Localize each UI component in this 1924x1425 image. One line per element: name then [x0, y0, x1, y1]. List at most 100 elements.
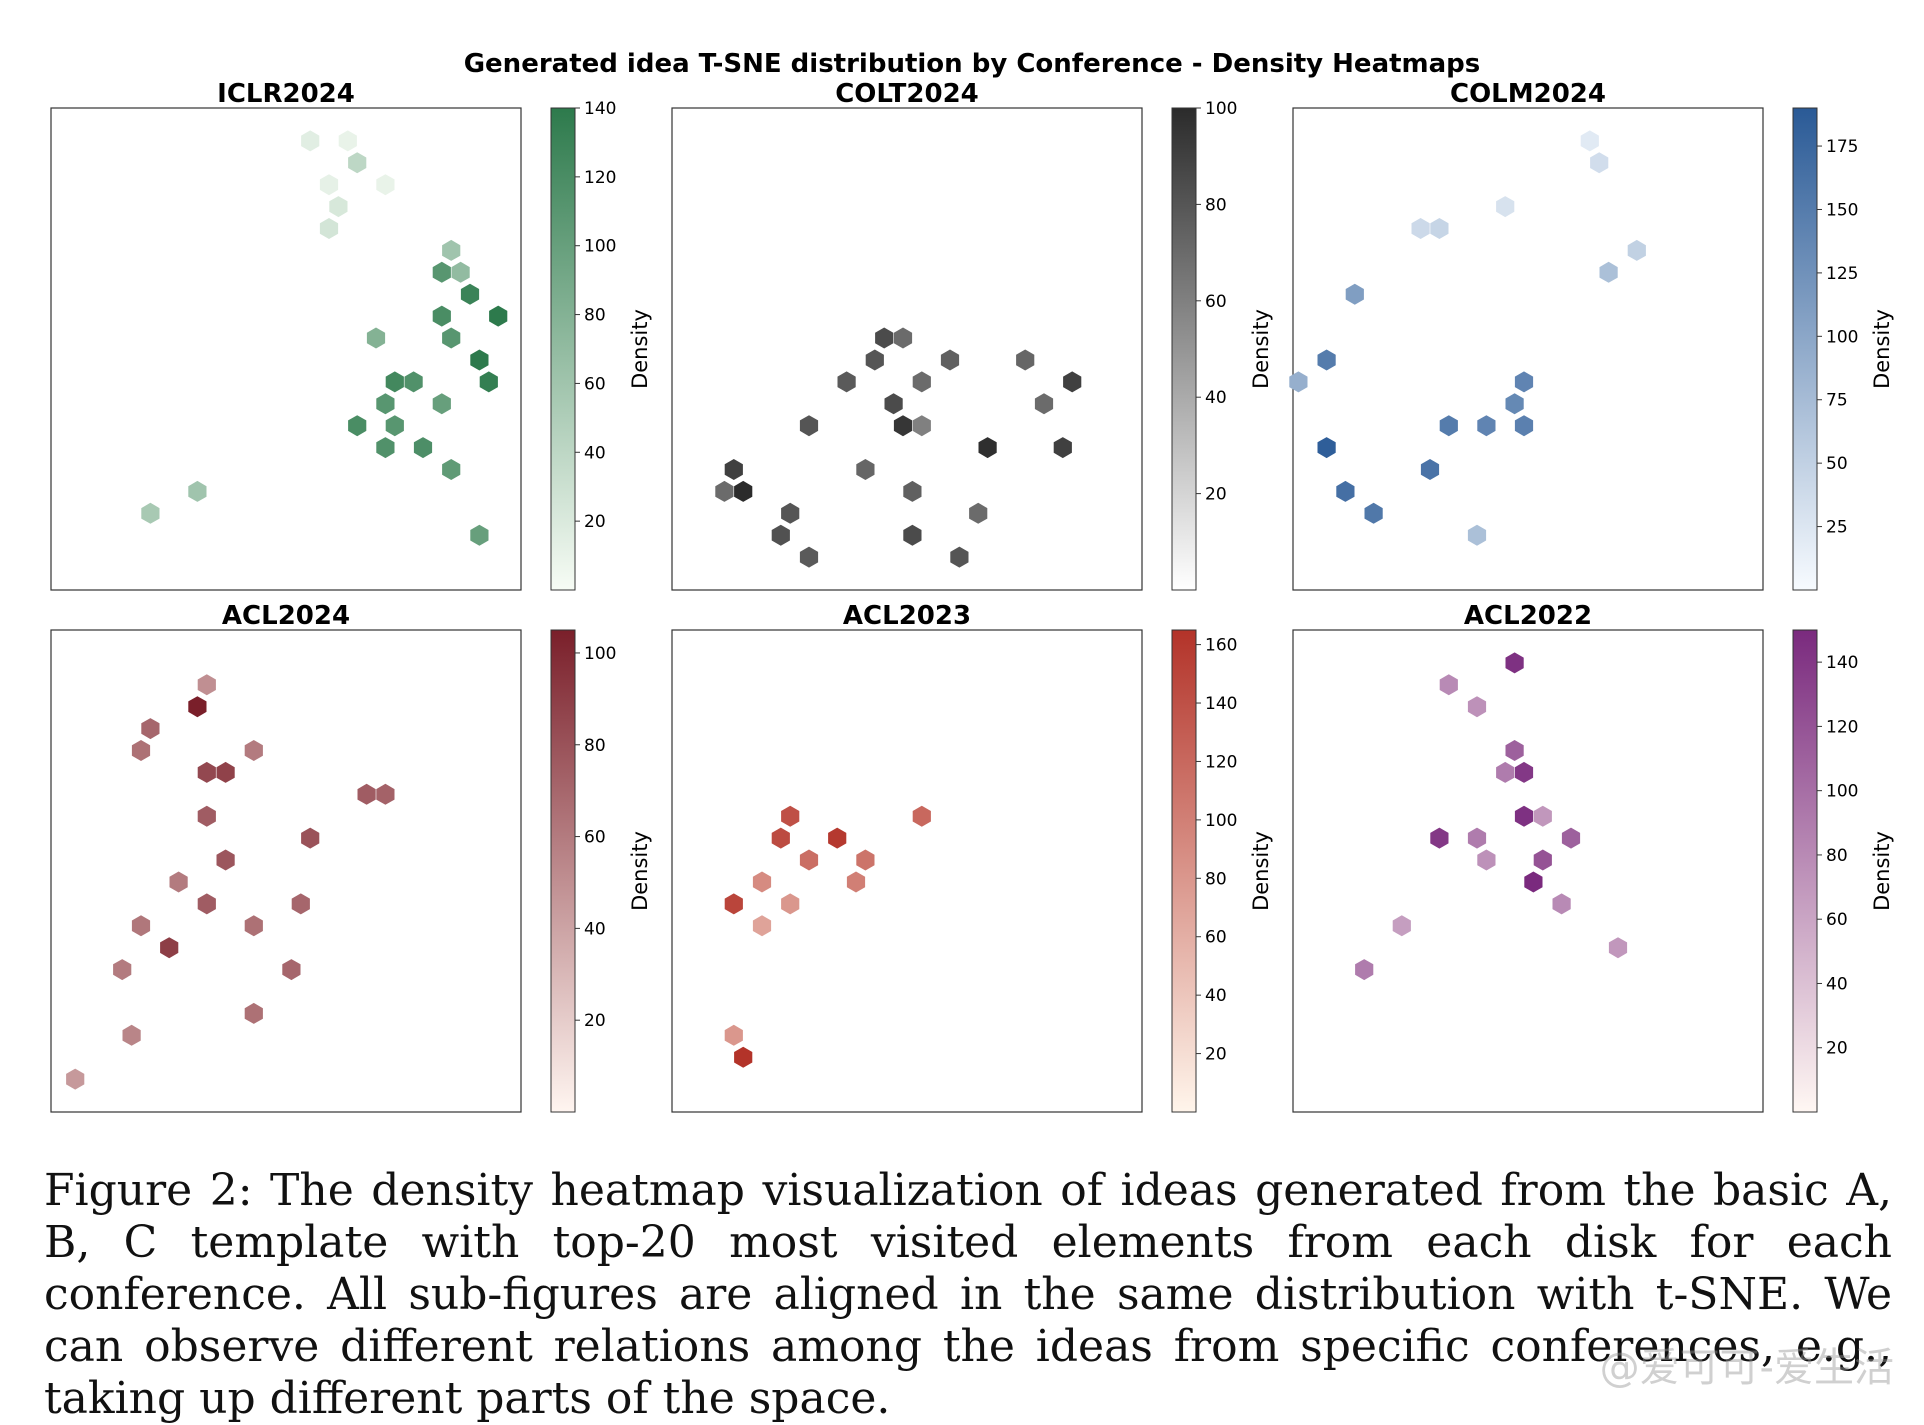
hex-cell [781, 805, 800, 827]
hex-cell [865, 349, 884, 371]
hex-cell [442, 327, 461, 349]
colorbar-tick-label: 60 [584, 374, 606, 394]
colorbar-tick-label: 40 [1205, 986, 1227, 1006]
hex-cell [131, 740, 151, 761]
hex-cell [1627, 239, 1646, 261]
hex-cell [724, 459, 743, 480]
panel-title: ICLR2024 [217, 79, 355, 109]
hex-cell [1496, 761, 1515, 783]
hex-cell [884, 393, 903, 415]
hex-cell [752, 915, 772, 937]
colorbar-tick-label: 20 [584, 512, 606, 532]
hex-cell [1411, 218, 1430, 239]
colorbar-tick-label: 50 [1826, 454, 1848, 474]
plot-frame [671, 629, 1143, 1113]
hex-cell [385, 371, 404, 393]
hex-cell [969, 502, 988, 524]
figure: Generated idea T-SNE distribution by Con… [50, 49, 1894, 1113]
hex-cell [442, 239, 461, 261]
hex-cell [1392, 915, 1411, 937]
hex-cells [141, 130, 508, 546]
plot-frame [50, 629, 522, 1113]
hex-cell [1477, 415, 1496, 437]
colorbar-tick-label: 100 [1826, 327, 1858, 347]
hex-cell [319, 218, 339, 239]
hex-cell [893, 327, 913, 349]
colorbar-label: Density [1870, 831, 1894, 911]
hex-cell [1505, 652, 1524, 674]
colorbar-tick-label: 20 [1826, 1039, 1848, 1059]
hex-cell [1430, 827, 1449, 849]
panel-acl2023: ACL2023 20 40 60 80 100 120 140 160 Density [671, 601, 1273, 1113]
hex-cell [432, 261, 451, 283]
hex-cells [724, 805, 931, 1068]
hex-cell [724, 1024, 743, 1046]
colorbar-tick-label: 140 [584, 99, 616, 119]
hex-cell [1034, 393, 1054, 415]
hex-cell [799, 849, 819, 871]
colorbar-tick-label: 175 [1826, 137, 1858, 157]
panel-title: COLT2024 [835, 79, 979, 109]
colorbar-tick-label: 40 [584, 919, 606, 939]
colorbar-tick-label: 60 [1205, 928, 1227, 948]
panel-title: ACL2024 [222, 601, 350, 631]
colorbar [1792, 629, 1818, 1113]
plot-frame [671, 107, 1143, 591]
hex-cell [950, 546, 969, 568]
hex-cell [752, 871, 772, 893]
colorbar-tick-label: 25 [1826, 518, 1848, 538]
colorbar-tick-label: 75 [1826, 391, 1848, 411]
hex-cell [903, 524, 922, 546]
colorbar [1792, 107, 1818, 591]
panel-title: ACL2023 [843, 601, 971, 631]
hex-cell [912, 415, 931, 437]
hex-cell [837, 371, 856, 393]
hex-cell [1608, 937, 1628, 959]
colorbar-label: Density [628, 831, 652, 911]
panel-acl2022: ACL2022 20 40 60 80 100 120 140 Density [1292, 601, 1894, 1113]
colorbar-tick-label: 100 [584, 644, 616, 664]
hex-cell [978, 437, 997, 459]
hex-cell [799, 546, 819, 568]
hex-cell [1467, 827, 1487, 849]
colorbar-tick-label: 40 [1826, 974, 1848, 994]
hex-cell [376, 783, 395, 805]
hex-cell [1467, 524, 1487, 546]
hex-cells [715, 327, 1082, 568]
hex-cell [413, 437, 433, 459]
hex-cell [1561, 827, 1581, 849]
colorbar-label: Density [1249, 831, 1273, 911]
hex-cell [216, 849, 235, 871]
hex-cell [141, 502, 160, 524]
hex-cell [197, 805, 216, 827]
colorbar-tick-label: 80 [1205, 869, 1227, 889]
hex-cells [1355, 652, 1628, 981]
hex-cell [724, 893, 743, 915]
panel-iclr2024: ICLR2024 20 40 60 80 100 120 140 Density [50, 79, 652, 591]
hex-cell [1533, 849, 1552, 871]
hex-cell [160, 937, 179, 959]
panel-colt2024: COLT2024 20 40 60 80 100 Density [671, 79, 1273, 591]
colorbar-tick-label: 125 [1826, 264, 1858, 284]
hex-cell [244, 915, 263, 937]
plot-frame [1292, 107, 1764, 591]
hex-cell [319, 174, 339, 196]
colorbar-label: Density [1870, 309, 1894, 389]
colorbar [550, 629, 576, 1113]
colorbar-tick-label: 40 [584, 443, 606, 463]
hex-cell [357, 783, 376, 805]
hex-cell [1430, 218, 1449, 239]
hex-cell [188, 696, 207, 718]
hex-cell [1599, 261, 1618, 283]
hex-cell [1552, 893, 1571, 915]
hex-cells [1289, 130, 1646, 546]
hex-cell [1496, 196, 1515, 218]
hex-cell [715, 480, 734, 502]
hex-cell [771, 827, 790, 849]
hex-cell [1467, 696, 1487, 718]
hex-cell [376, 437, 395, 459]
hex-cell [893, 415, 913, 437]
hex-cell [1317, 437, 1336, 459]
hex-cell [348, 152, 367, 174]
panel-acl2024: ACL2024 20 40 60 80 100 Density [50, 601, 652, 1113]
